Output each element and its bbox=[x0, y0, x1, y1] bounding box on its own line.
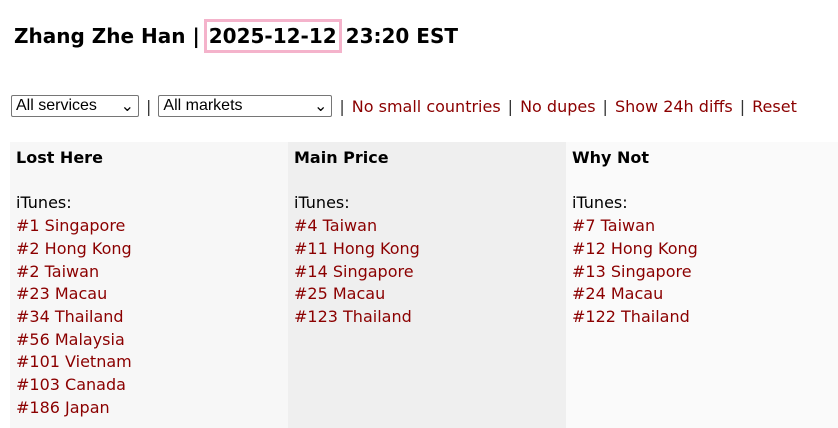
separator: | bbox=[146, 96, 152, 116]
chart-position-link[interactable]: #12 Hong Kong bbox=[572, 238, 698, 258]
separator: | bbox=[602, 96, 608, 116]
service-select-value: All services bbox=[16, 97, 97, 114]
chart-columns: Lost Here iTunes: #1 Singapore #2 Hong Kong… bbox=[10, 142, 838, 428]
column-why-not: Why Not iTunes: #7 Taiwan #12 Hong Kong #13 … bbox=[566, 142, 838, 428]
separator: | bbox=[507, 96, 514, 116]
title-separator: | bbox=[192, 24, 200, 48]
no-small-countries-link[interactable]: No small countries bbox=[351, 96, 501, 116]
chart-position-link[interactable]: #25 Macau bbox=[294, 284, 386, 304]
column-lost-here: Lost Here iTunes: #1 Singapore #2 Hong Kong… bbox=[10, 142, 288, 428]
column-main-price: Main Price iTunes: #4 Taiwan #11 Hong Kong #… bbox=[288, 142, 566, 428]
chart-position-link[interactable]: #7 Taiwan bbox=[572, 216, 656, 236]
service-label: iTunes: bbox=[294, 193, 350, 213]
market-select[interactable]: All markets ⌄ bbox=[158, 95, 333, 117]
chart-position-link[interactable]: #1 Singapore bbox=[16, 216, 126, 236]
show-24h-diffs-link[interactable]: Show 24h diffs bbox=[614, 96, 733, 116]
service-label: iTunes: bbox=[572, 193, 628, 213]
chart-position-link[interactable]: #23 Macau bbox=[16, 284, 108, 304]
chart-position-link[interactable]: #14 Singapore bbox=[294, 261, 414, 281]
reset-link[interactable]: Reset bbox=[752, 96, 797, 116]
chart-position-link[interactable]: #2 Taiwan bbox=[16, 261, 100, 281]
chart-position-link[interactable]: #34 Thailand bbox=[16, 306, 124, 326]
no-dupes-link[interactable]: No dupes bbox=[520, 96, 596, 116]
chart-position-link[interactable]: #186 Japan bbox=[16, 397, 110, 417]
toolbar: All services ⌄ | All markets ⌄ | No small … bbox=[11, 95, 797, 117]
chart-position-link[interactable]: #4 Taiwan bbox=[294, 216, 378, 236]
chart-position-link[interactable]: #13 Singapore bbox=[572, 261, 692, 281]
chart-position-link[interactable]: #56 Malaysia bbox=[16, 329, 125, 349]
column-title: Lost Here bbox=[16, 148, 103, 167]
market-select-value: All markets bbox=[163, 97, 243, 114]
chart-position-link[interactable]: #101 Vietnam bbox=[16, 352, 132, 372]
chart-position-link[interactable]: #123 Thailand bbox=[294, 306, 412, 326]
chevron-down-icon: ⌄ bbox=[313, 98, 328, 115]
column-title: Why Not bbox=[572, 148, 650, 167]
chart-position-link[interactable]: #103 Canada bbox=[16, 375, 126, 395]
separator: | bbox=[339, 96, 345, 116]
column-title: Main Price bbox=[294, 148, 389, 167]
chart-position-link[interactable]: #11 Hong Kong bbox=[294, 238, 420, 258]
page-title: Zhang Zhe Han | 2025-12-12 23:20 EST bbox=[14, 19, 458, 53]
artist-name: Zhang Zhe Han bbox=[14, 24, 186, 48]
chart-position-link[interactable]: #2 Hong Kong bbox=[16, 238, 132, 258]
chevron-down-icon: ⌄ bbox=[120, 98, 134, 115]
service-label: iTunes: bbox=[16, 193, 72, 213]
time: 23:20 EST bbox=[345, 24, 458, 48]
chart-position-link[interactable]: #24 Macau bbox=[572, 284, 664, 304]
date-highlighted: 2025-12-12 bbox=[203, 19, 342, 53]
separator: | bbox=[739, 96, 746, 116]
service-select[interactable]: All services ⌄ bbox=[11, 95, 139, 117]
chart-position-link[interactable]: #122 Thailand bbox=[572, 306, 690, 326]
